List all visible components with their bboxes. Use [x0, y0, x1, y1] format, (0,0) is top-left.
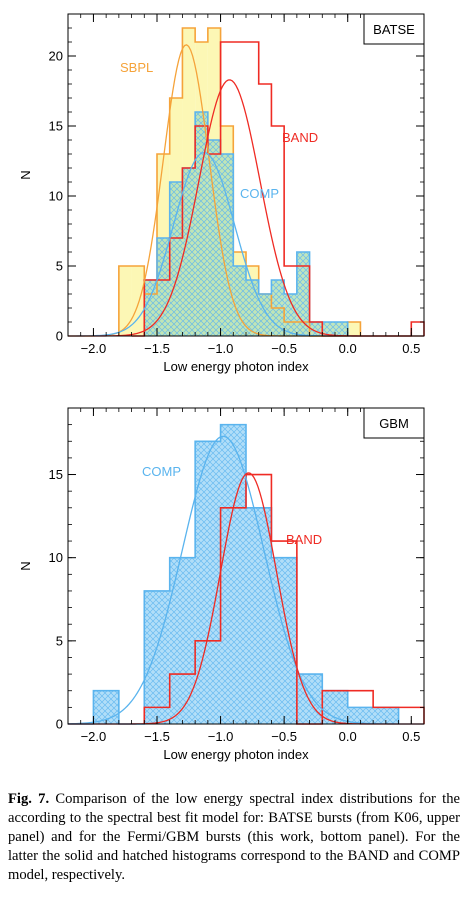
caption-label: Fig. 7. — [8, 791, 50, 807]
comp-bar — [246, 507, 272, 724]
y-axis-label: N — [18, 561, 33, 570]
y-tick-label: 10 — [49, 189, 63, 204]
x-tick-label: −1.0 — [208, 341, 234, 356]
comp-bar — [169, 557, 196, 724]
comp-bar — [258, 294, 272, 336]
comp-series-label: COMP — [142, 464, 181, 479]
comp-bar — [322, 322, 335, 336]
x-tick-label: 0.5 — [402, 341, 420, 356]
panel-label-box — [363, 407, 425, 439]
sbpl-bar — [347, 322, 361, 336]
x-tick-label: −1.5 — [144, 729, 170, 744]
panel-label-box — [363, 13, 425, 45]
comp-bar — [182, 168, 196, 336]
y-tick-label: 5 — [56, 259, 63, 274]
comp-bar — [169, 182, 183, 336]
band-series-label: BAND — [286, 532, 322, 547]
x-tick-label: 0.5 — [402, 729, 420, 744]
comp-bar — [373, 707, 399, 724]
comp-bar — [220, 424, 246, 724]
x-axis-label: Low energy photon index — [163, 747, 309, 762]
batse-panel: −2.0 −1.5 −1.0 −0.5 0.0 0.5 0 5 10 15 20 Low energy… — [18, 13, 425, 374]
comp-bar — [347, 707, 374, 724]
sbpl-series-label: SBPL — [120, 60, 153, 75]
comp-histogram-outline — [143, 111, 349, 336]
y-tick-label: 5 — [56, 633, 63, 648]
x-tick-label: −0.5 — [271, 729, 297, 744]
comp-bar — [271, 557, 297, 724]
y-tick-label: 15 — [49, 467, 63, 482]
y-tick-label: 15 — [49, 119, 63, 134]
figure-canvas: −2.0 −1.5 −1.0 −0.5 0.0 0.5 0 5 10 15 20 Low energy… — [18, 13, 425, 762]
x-tick-label: 0.0 — [339, 729, 357, 744]
sbpl-bar — [118, 266, 132, 336]
figure-caption: Fig. 7. Comparison of the low energy spe… — [8, 790, 460, 885]
comp-bar — [195, 112, 208, 336]
panel-label: BATSE — [373, 22, 415, 37]
y-axis-label: N — [18, 170, 33, 179]
figure: −2.0 −1.5 −1.0 −0.5 0.0 0.5 0 5 10 15 20 Low energy… — [18, 13, 425, 762]
x-tick-label: −0.5 — [271, 341, 297, 356]
y-tick-label: 0 — [56, 717, 63, 732]
x-tick-label: −2.0 — [81, 341, 107, 356]
caption-text: Comparison of the low energy spectral in… — [8, 791, 460, 883]
y-tick-label: 10 — [49, 550, 63, 565]
y-tick-label: 0 — [56, 329, 63, 344]
comp-bar — [335, 322, 348, 336]
comp-bar — [207, 140, 221, 336]
comp-bar — [284, 294, 297, 336]
comp-bar — [144, 590, 170, 724]
x-tick-label: −2.0 — [81, 729, 107, 744]
x-tick-label: −1.5 — [144, 341, 170, 356]
band-histogram-outline — [143, 473, 425, 725]
panel-label: GBM — [379, 416, 409, 431]
comp-bar — [246, 280, 259, 336]
x-tick-label: −1.0 — [208, 729, 234, 744]
comp-bar — [157, 238, 170, 336]
y-tick-label: 20 — [49, 49, 63, 64]
comp-bar — [296, 252, 310, 336]
gbm-panel: −2.0 −1.5 −1.0 −0.5 0.0 0.5 0 5 10 15 Low energy p… — [18, 407, 425, 762]
sbpl-bar — [131, 266, 145, 336]
x-tick-label: 0.0 — [339, 341, 357, 356]
comp-series-label: COMP — [240, 186, 279, 201]
band-series-label: BAND — [282, 130, 318, 145]
comp-bar — [233, 266, 246, 336]
x-axis-label: Low energy photon index — [163, 359, 309, 374]
comp-bar — [195, 441, 221, 724]
comp-bar — [93, 690, 119, 724]
